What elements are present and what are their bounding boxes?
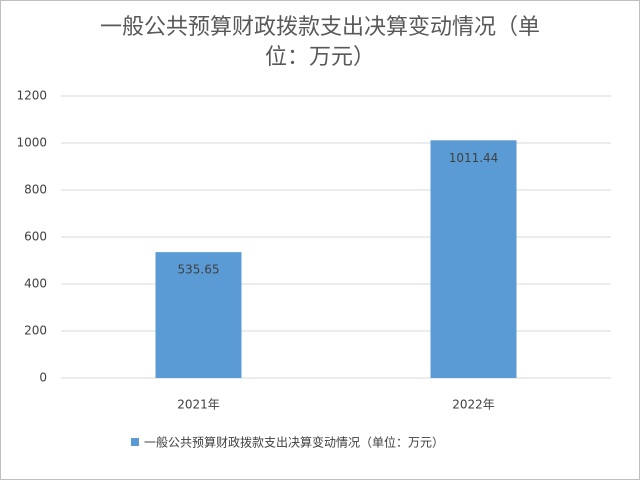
chart-title: 一般公共预算财政拨款支出决算变动情况（单位：万元）: [99, 15, 540, 70]
y-tick-label: 800: [24, 183, 47, 197]
legend-label: 一般公共预算财政拨款支出决算变动情况（单位：万元）: [144, 435, 444, 450]
bar: [155, 252, 242, 378]
data-label: 1011.44: [449, 151, 499, 165]
legend-swatch: [131, 438, 139, 446]
y-tick-label: 400: [24, 277, 47, 291]
y-tick-label: 1000: [16, 136, 47, 150]
y-tick-label: 200: [24, 324, 47, 338]
y-tick-label: 1200: [16, 89, 47, 103]
y-tick-label: 0: [39, 371, 47, 385]
x-tick-label: 2021年: [177, 398, 220, 412]
data-label: 535.65: [178, 263, 220, 277]
y-tick-label: 600: [24, 230, 47, 244]
x-tick-label: 2022年: [452, 398, 495, 412]
bar: [430, 140, 517, 378]
